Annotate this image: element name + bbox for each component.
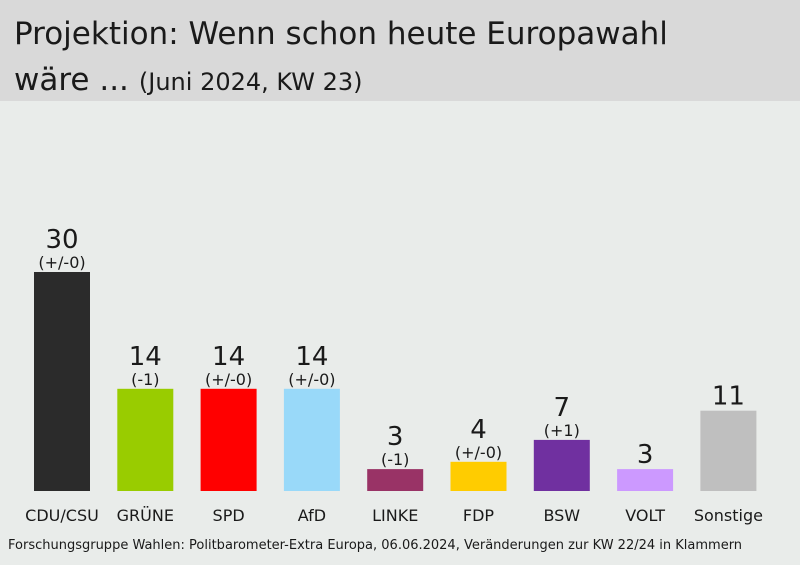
chart-subtitle: (Juni 2024, KW 23) [138,68,363,96]
bar-sonstige [700,410,757,491]
value-label-volt: 3 [637,440,654,470]
value-label-spd: 14 [212,342,245,372]
value-label-grüne: 14 [129,342,162,372]
change-label-afd: (+/-0) [288,370,335,389]
category-label-linke: LINKE [372,506,418,525]
value-label-bsw: 7 [554,393,571,423]
category-label-volt: VOLT [625,506,665,525]
chart-title-line1: Projektion: Wenn schon heute Europawahl [14,16,668,52]
category-label-spd: SPD [213,506,245,525]
category-label-grüne: GRÜNE [117,506,174,525]
category-label-afd: AfD [298,506,326,525]
change-label-linke: (-1) [381,450,409,469]
change-label-fdp: (+/-0) [455,443,502,462]
change-label-cdu-csu: (+/-0) [38,253,85,272]
bar-grüne [117,388,174,491]
category-label-cdu-csu: CDU/CSU [25,506,99,525]
title-header: Projektion: Wenn schon heute Europawahl … [0,0,800,101]
source-footnote: Forschungsgruppe Wahlen: Politbarometer-… [8,538,743,553]
change-label-grüne: (-1) [131,370,159,389]
category-label-bsw: BSW [543,506,580,525]
bar-linke [367,469,424,491]
value-label-afd: 14 [295,342,328,372]
change-label-bsw: (+1) [544,421,580,440]
bar-chart: 30(+/-0)CDU/CSU14(-1)GRÜNE14(+/-0)SPD14(… [25,225,763,525]
category-label-sonstige: Sonstige [694,506,763,525]
value-label-cdu-csu: 30 [45,225,78,255]
chart-title-line2: wäre ... (Juni 2024, KW 23) [14,60,363,102]
value-label-linke: 3 [387,422,404,452]
bar-cdu-csu [34,272,90,491]
bar-volt [617,469,674,491]
bar-bsw [533,439,590,491]
bar-fdp [450,461,507,491]
category-label-fdp: FDP [463,506,495,525]
bar-spd [200,388,257,491]
change-label-spd: (+/-0) [205,370,252,389]
value-label-fdp: 4 [470,415,487,445]
chart-title-text: wäre ... [14,62,129,98]
value-label-sonstige: 11 [712,382,745,412]
bar-afd [283,388,340,491]
